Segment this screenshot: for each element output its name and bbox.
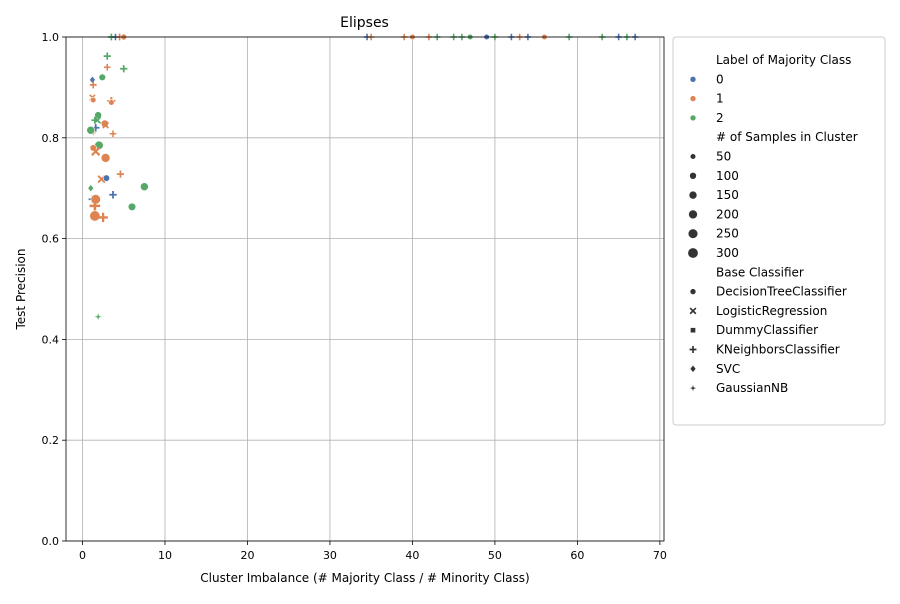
legend-label: DecisionTreeClassifier <box>716 285 847 299</box>
legend-size-marker <box>689 171 697 180</box>
legend-size-marker <box>687 228 699 239</box>
legend-label: 2 <box>716 111 724 125</box>
legend-label: 50 <box>716 150 731 164</box>
legend-style-marker <box>689 364 697 374</box>
x-axis-label: Cluster Imbalance (# Majority Class / # … <box>200 571 529 585</box>
y-tick-label: 0.6 <box>42 233 60 246</box>
data-point <box>127 202 137 211</box>
data-point <box>102 174 110 182</box>
y-tick-label: 1.0 <box>42 31 60 44</box>
data-point <box>93 116 102 124</box>
legend-color-swatch <box>689 76 697 83</box>
y-tick-label: 0.0 <box>42 535 60 548</box>
legend-label: LogisticRegression <box>716 304 827 318</box>
legend-heading: # of Samples in Cluster <box>716 130 858 144</box>
data-point <box>93 311 103 322</box>
chart-title: Elipses <box>340 15 389 31</box>
legend-label: 200 <box>716 207 739 221</box>
data-point <box>109 190 117 199</box>
legend-color-swatch <box>689 95 697 102</box>
data-point <box>89 200 101 212</box>
legend-style-marker <box>688 383 698 393</box>
legend-style-marker <box>689 307 697 315</box>
x-tick-label: 30 <box>323 549 337 562</box>
legend-size-marker <box>688 190 698 200</box>
legend-label: 0 <box>716 72 724 86</box>
data-point <box>89 81 97 89</box>
data-point <box>103 63 111 71</box>
legend-size-marker <box>687 247 699 259</box>
data-point <box>140 182 149 192</box>
x-axis-ticks: 0 10 20 30 40 50 60 70 <box>79 541 667 562</box>
data-point <box>90 96 97 104</box>
legend-label: 150 <box>716 188 739 202</box>
legend-label: SVC <box>716 362 740 376</box>
data-point <box>89 75 96 85</box>
y-axis-label: Test Precision <box>14 249 28 331</box>
legend-heading: Base Classifier <box>716 265 804 279</box>
legend-style-marker <box>689 346 697 353</box>
data-point <box>98 73 106 82</box>
data-point <box>89 210 101 222</box>
data-point <box>102 121 110 129</box>
legend-box <box>672 36 886 426</box>
legend: Label of Majority Class 0 1 2 # of Samples i… <box>672 36 886 426</box>
x-tick-label: 10 <box>158 549 172 562</box>
legend-size-marker <box>688 209 698 220</box>
legend-label: 250 <box>716 227 739 241</box>
y-tick-label: 0.2 <box>42 434 60 447</box>
legend-color-swatch <box>689 114 697 122</box>
data-point <box>86 125 96 135</box>
data-point <box>91 146 101 157</box>
legend-label: 300 <box>716 246 739 260</box>
data-point <box>109 130 117 138</box>
data-point <box>120 65 128 73</box>
x-tick-label: 60 <box>570 549 584 562</box>
x-tick-label: 70 <box>653 549 667 562</box>
y-axis-ticks: 0.0 0.2 0.4 0.6 0.8 1.0 <box>42 31 66 548</box>
data-point <box>100 153 111 163</box>
legend-label: DummyClassifier <box>716 323 818 337</box>
legend-heading: Label of Majority Class <box>716 53 851 67</box>
plot-frame <box>65 36 665 542</box>
y-tick-label: 0.8 <box>42 132 60 145</box>
x-tick-label: 0 <box>79 549 86 562</box>
legend-label: KNeighborsClassifier <box>716 343 840 357</box>
legend-style-marker <box>690 327 696 334</box>
data-point <box>87 183 95 193</box>
x-tick-label: 50 <box>488 549 502 562</box>
x-tick-label: 20 <box>240 549 254 562</box>
legend-style-marker <box>689 288 697 295</box>
legend-size-marker <box>689 153 697 160</box>
y-tick-label: 0.4 <box>42 333 60 346</box>
data-point <box>103 52 111 60</box>
x-tick-label: 40 <box>405 549 419 562</box>
data-point <box>108 99 115 106</box>
data-point <box>116 170 125 178</box>
data-point <box>98 212 108 223</box>
legend-label: 1 <box>716 92 724 106</box>
legend-label: GaussianNB <box>716 381 788 395</box>
legend-label: 100 <box>716 169 739 183</box>
